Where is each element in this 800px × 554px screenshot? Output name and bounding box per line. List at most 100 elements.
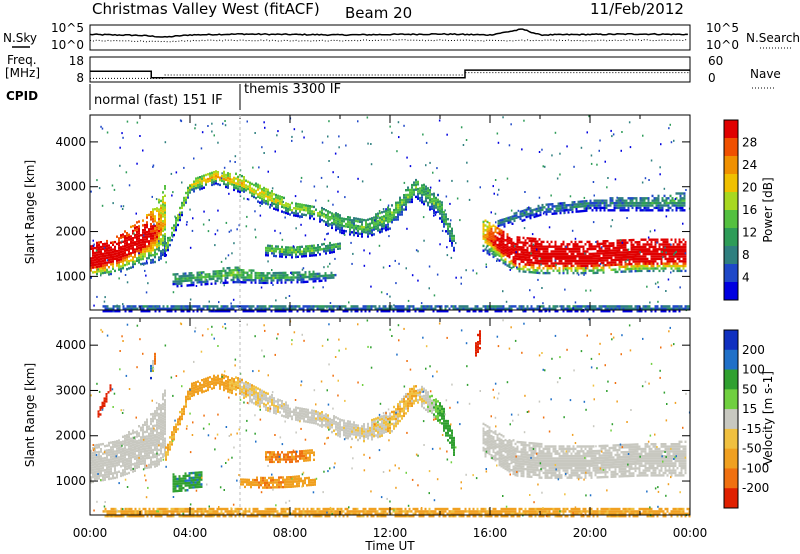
cell xyxy=(616,239,619,242)
cell xyxy=(397,201,399,204)
cell xyxy=(339,219,341,222)
cell xyxy=(516,236,519,239)
cell xyxy=(327,212,329,215)
cell xyxy=(106,263,108,267)
cell xyxy=(197,186,199,189)
cell xyxy=(391,221,393,224)
cell xyxy=(518,270,521,273)
cell xyxy=(510,123,512,126)
cell xyxy=(446,305,449,308)
cell xyxy=(547,208,550,211)
cell xyxy=(126,462,128,466)
cell xyxy=(503,218,506,221)
cell xyxy=(132,448,134,452)
cell xyxy=(160,230,162,234)
cell xyxy=(136,245,138,248)
cell xyxy=(650,159,653,162)
cell xyxy=(138,242,140,245)
cell xyxy=(643,204,646,207)
cell xyxy=(271,252,273,255)
cell xyxy=(599,199,602,202)
cell xyxy=(662,238,665,241)
cell xyxy=(213,171,215,174)
cell xyxy=(138,237,140,240)
cell xyxy=(472,269,474,272)
cell xyxy=(540,257,543,260)
cell xyxy=(654,229,656,232)
cell xyxy=(112,310,115,313)
cell xyxy=(584,252,586,255)
cell xyxy=(104,307,107,310)
cell xyxy=(102,267,104,270)
cell xyxy=(607,177,609,179)
cell xyxy=(638,245,641,249)
cell xyxy=(515,216,518,219)
cell xyxy=(275,193,277,197)
cell xyxy=(555,209,558,213)
cell xyxy=(544,255,547,258)
cell xyxy=(293,207,295,210)
cell xyxy=(618,244,621,247)
cell xyxy=(556,250,559,253)
cell xyxy=(662,267,665,270)
cell xyxy=(386,293,388,296)
cell xyxy=(126,467,128,471)
cell xyxy=(424,307,427,310)
cell xyxy=(396,150,398,153)
cell xyxy=(429,193,431,197)
cell xyxy=(502,252,505,255)
cell xyxy=(526,263,529,266)
cell xyxy=(357,229,359,233)
cell xyxy=(223,166,226,169)
cell xyxy=(325,223,327,226)
cell xyxy=(573,203,576,206)
cell xyxy=(156,248,158,251)
cell xyxy=(578,255,581,258)
cell xyxy=(140,436,142,439)
cell xyxy=(249,181,251,184)
cell xyxy=(305,213,307,217)
cell xyxy=(144,442,146,446)
cell xyxy=(185,223,188,226)
cell xyxy=(516,241,519,244)
cell xyxy=(379,228,381,231)
cell xyxy=(130,310,133,313)
cell xyxy=(192,281,195,284)
cell xyxy=(580,252,583,256)
cell xyxy=(282,305,285,308)
cell xyxy=(175,224,177,227)
cell xyxy=(634,260,637,263)
cell xyxy=(333,245,335,249)
cell xyxy=(395,206,397,209)
cell xyxy=(480,310,483,313)
cell xyxy=(144,462,146,465)
cell xyxy=(160,206,162,210)
cell xyxy=(676,257,679,261)
cell xyxy=(150,235,152,238)
cell xyxy=(347,223,349,226)
cell xyxy=(90,471,92,474)
cell xyxy=(632,248,635,251)
cell xyxy=(683,199,686,202)
cell xyxy=(140,241,142,244)
cell xyxy=(222,281,225,285)
cell xyxy=(600,259,603,262)
cell xyxy=(134,462,136,465)
cell xyxy=(214,244,216,247)
cell xyxy=(509,216,512,219)
cell xyxy=(291,209,293,212)
cell xyxy=(417,195,419,198)
cell xyxy=(222,305,225,308)
cell xyxy=(167,239,169,242)
cell xyxy=(518,236,521,239)
cell xyxy=(295,248,297,251)
cell xyxy=(201,131,204,134)
cell xyxy=(682,257,685,261)
cell xyxy=(423,200,425,203)
cell xyxy=(98,260,100,263)
cell xyxy=(602,271,605,274)
cell xyxy=(175,221,177,225)
cell xyxy=(186,310,189,313)
cell xyxy=(162,210,164,213)
cell xyxy=(122,435,124,438)
